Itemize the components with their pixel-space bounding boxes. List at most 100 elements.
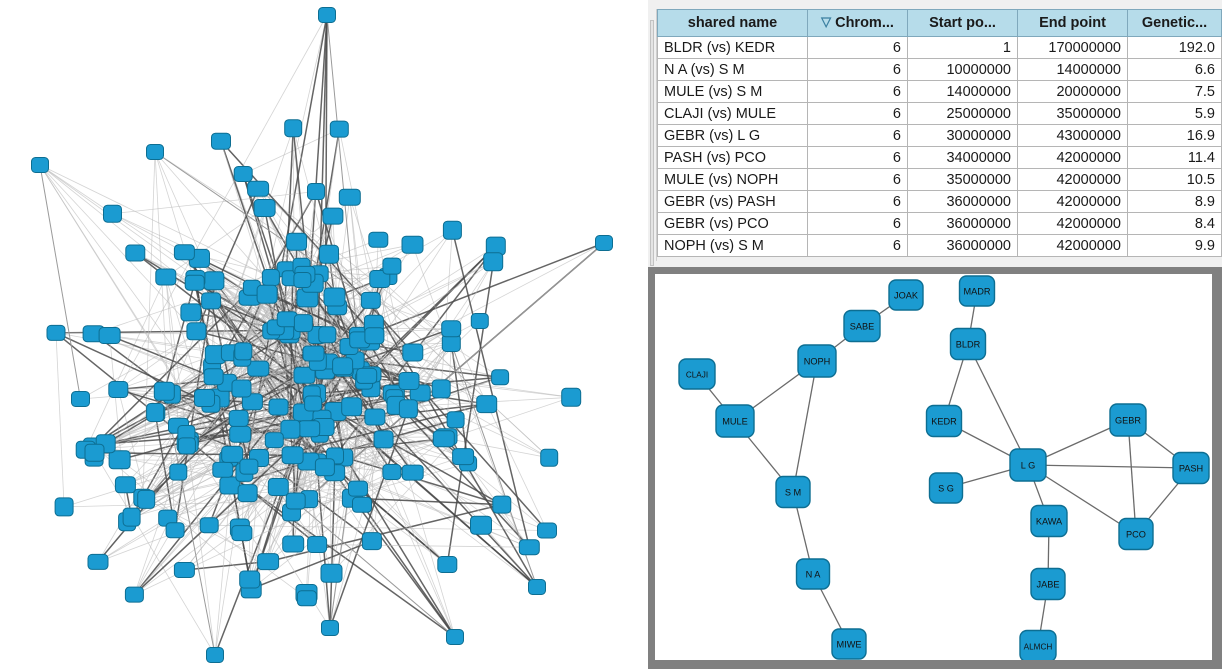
subnetwork-edge[interactable] bbox=[1027, 464, 1192, 469]
main-network-node[interactable] bbox=[437, 556, 458, 573]
subnetwork-node-shape[interactable] bbox=[1030, 504, 1068, 538]
subnetwork-edge[interactable] bbox=[792, 360, 818, 493]
subnetwork-node[interactable]: PASH bbox=[1172, 451, 1210, 485]
main-network-canvas[interactable] bbox=[0, 0, 648, 669]
table-cell-chromosome[interactable]: 6 bbox=[807, 58, 908, 81]
main-network-edge[interactable] bbox=[163, 391, 216, 656]
subnetwork-node[interactable]: SABE bbox=[843, 309, 881, 343]
main-network-node[interactable] bbox=[284, 119, 303, 138]
main-network-edge[interactable] bbox=[324, 14, 328, 370]
main-network-node[interactable] bbox=[282, 535, 305, 553]
main-network-edge[interactable] bbox=[85, 276, 167, 450]
main-network-node[interactable] bbox=[322, 207, 344, 225]
main-network-edge[interactable] bbox=[142, 151, 156, 498]
main-network-node[interactable] bbox=[231, 379, 252, 398]
main-network-node[interactable] bbox=[518, 539, 540, 556]
table-cell-start_point[interactable]: 35000000 bbox=[907, 168, 1018, 191]
main-network-edge[interactable] bbox=[267, 503, 502, 563]
table-cell-end_point[interactable]: 43000000 bbox=[1017, 124, 1128, 147]
main-network-node[interactable] bbox=[71, 391, 90, 407]
table-row[interactable]: MULE (vs) NOPH 6 35000000 42000000 10.5 bbox=[657, 168, 1222, 191]
main-network-edge[interactable] bbox=[134, 486, 279, 595]
main-network-node[interactable] bbox=[114, 476, 136, 494]
subnetwork-node[interactable]: S G bbox=[928, 472, 964, 504]
main-network-edge[interactable] bbox=[250, 436, 447, 590]
main-network-node[interactable] bbox=[348, 480, 368, 497]
table-cell-end_point[interactable]: 42000000 bbox=[1017, 212, 1128, 235]
subnetwork-node[interactable]: ALMCH bbox=[1019, 629, 1057, 661]
table-cell-start_point[interactable]: 1 bbox=[907, 36, 1018, 59]
table-cell-chromosome[interactable]: 6 bbox=[807, 190, 908, 213]
column-header-genetic[interactable]: Genetic... bbox=[1127, 9, 1222, 37]
table-cell-genetic[interactable]: 192.0 bbox=[1127, 36, 1222, 59]
main-network-edge[interactable] bbox=[39, 164, 81, 400]
main-network-node[interactable] bbox=[122, 507, 141, 527]
main-network-node[interactable] bbox=[432, 430, 455, 448]
subnetwork-node-shape[interactable] bbox=[1030, 567, 1066, 601]
main-network-node[interactable] bbox=[54, 497, 74, 517]
main-network-node[interactable] bbox=[319, 244, 339, 264]
main-network-node[interactable] bbox=[173, 244, 195, 261]
table-cell-genetic[interactable]: 9.9 bbox=[1127, 234, 1222, 257]
main-network-node[interactable] bbox=[212, 461, 234, 478]
main-network-edge[interactable] bbox=[257, 188, 452, 344]
main-network-node[interactable] bbox=[239, 458, 259, 475]
table-cell-chromosome[interactable]: 6 bbox=[807, 146, 908, 169]
main-network-edge[interactable] bbox=[214, 472, 245, 656]
table-cell-chromosome[interactable]: 6 bbox=[807, 212, 908, 235]
main-network-node[interactable] bbox=[108, 381, 129, 398]
main-network-node[interactable] bbox=[155, 268, 177, 286]
main-network-node[interactable] bbox=[537, 522, 557, 539]
main-network-edge[interactable] bbox=[55, 332, 65, 507]
main-network-edge[interactable] bbox=[292, 376, 501, 456]
table-cell-genetic[interactable]: 6.6 bbox=[1127, 58, 1222, 81]
main-network-edge[interactable] bbox=[94, 452, 216, 656]
table-cell-chromosome[interactable]: 6 bbox=[807, 234, 908, 257]
main-network-node[interactable] bbox=[540, 448, 559, 467]
table-cell-shared_name[interactable]: CLAJI (vs) MULE bbox=[657, 102, 808, 125]
main-network-node[interactable] bbox=[173, 562, 195, 578]
main-network-node[interactable] bbox=[446, 411, 465, 429]
table-cell-genetic[interactable]: 16.9 bbox=[1127, 124, 1222, 147]
main-network-node[interactable] bbox=[470, 515, 492, 535]
main-network-edge[interactable] bbox=[277, 486, 456, 638]
main-network-node[interactable] bbox=[285, 492, 306, 510]
subnetwork-node[interactable]: MADR bbox=[958, 275, 996, 307]
main-network-edge[interactable] bbox=[222, 469, 456, 638]
main-network-node[interactable] bbox=[31, 157, 49, 173]
table-row[interactable]: GEBR (vs) PASH 6 36000000 42000000 8.9 bbox=[657, 190, 1222, 213]
table-cell-chromosome[interactable]: 6 bbox=[807, 36, 908, 59]
subnetwork-node-shape[interactable] bbox=[958, 275, 996, 307]
main-network-node[interactable] bbox=[108, 450, 131, 470]
main-network-node[interactable] bbox=[446, 629, 464, 645]
main-network-node[interactable] bbox=[341, 397, 363, 417]
subnetwork-node-shape[interactable] bbox=[775, 475, 811, 509]
subnetwork-node-shape[interactable] bbox=[843, 309, 881, 343]
subnetwork-edge[interactable] bbox=[1127, 419, 1137, 535]
main-network-node[interactable] bbox=[398, 372, 420, 390]
main-network-node[interactable] bbox=[256, 284, 278, 304]
main-network-node[interactable] bbox=[329, 120, 349, 138]
main-network-node[interactable] bbox=[146, 403, 165, 422]
table-cell-shared_name[interactable]: GEBR (vs) L G bbox=[657, 124, 808, 147]
table-cell-shared_name[interactable]: BLDR (vs) KEDR bbox=[657, 36, 808, 59]
main-network-edge[interactable] bbox=[366, 245, 497, 377]
main-network-edge[interactable] bbox=[351, 497, 456, 638]
main-network-node[interactable] bbox=[360, 291, 381, 309]
main-network-node[interactable] bbox=[401, 235, 424, 254]
main-network-edge[interactable] bbox=[368, 342, 487, 405]
main-network-edge[interactable] bbox=[204, 242, 605, 399]
subnetwork-node-shape[interactable] bbox=[928, 472, 964, 504]
table-cell-shared_name[interactable]: MULE (vs) NOPH bbox=[657, 168, 808, 191]
main-network-node[interactable] bbox=[46, 324, 66, 341]
main-network-view[interactable] bbox=[0, 0, 648, 669]
main-network-node[interactable] bbox=[239, 570, 261, 589]
main-network-node[interactable] bbox=[302, 345, 325, 362]
main-network-edge[interactable] bbox=[451, 230, 531, 548]
subnetwork-node-shape[interactable] bbox=[678, 358, 716, 390]
main-network-node[interactable] bbox=[231, 525, 253, 542]
main-network-node[interactable] bbox=[361, 532, 382, 551]
main-network-edge[interactable] bbox=[154, 151, 196, 283]
main-network-node[interactable] bbox=[125, 244, 146, 262]
main-network-node[interactable] bbox=[233, 166, 253, 182]
